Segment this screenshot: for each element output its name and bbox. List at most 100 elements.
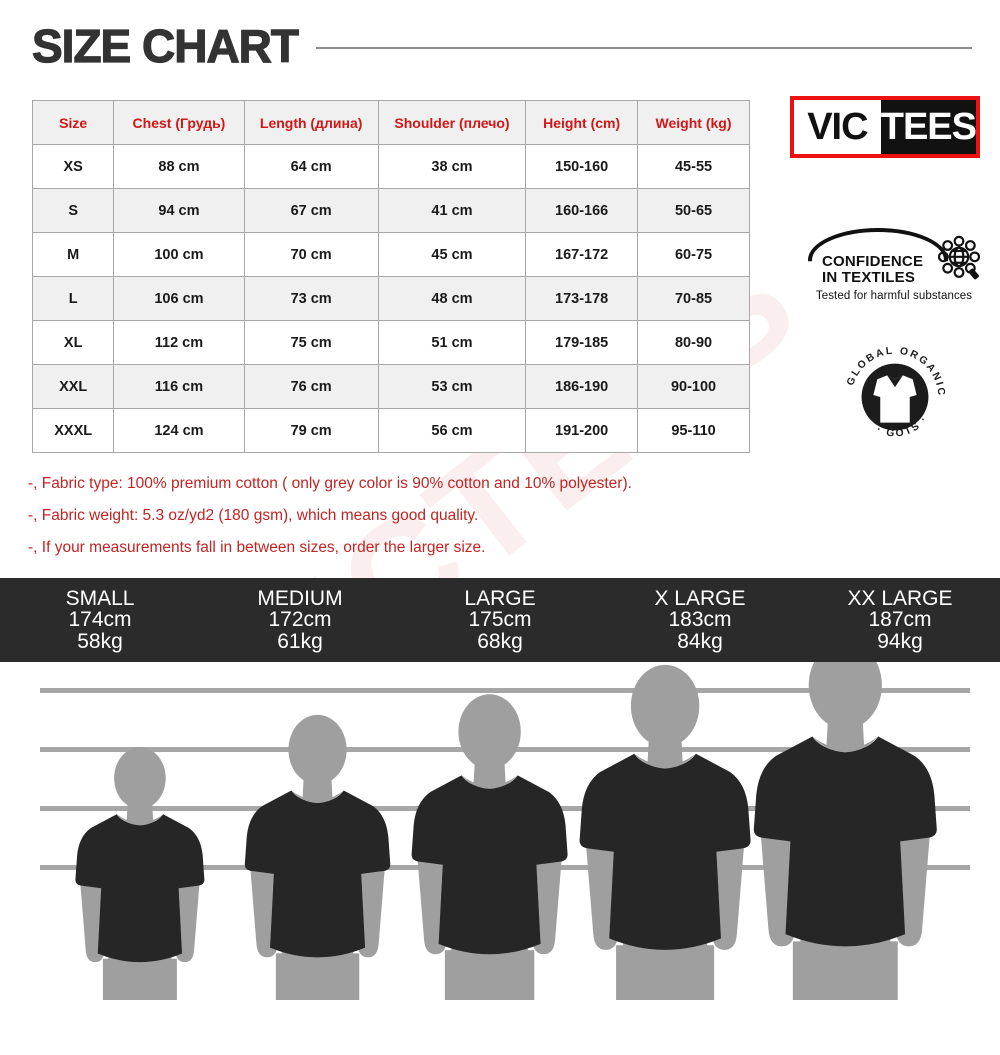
cell-weight: 80-90	[637, 320, 750, 365]
cell-chest: 106 cm	[113, 276, 245, 321]
model-silhouette-xx-large	[753, 662, 937, 1000]
model-silhouette-medium	[245, 714, 391, 1000]
model-size-band: SMALL 174cm 58kg MEDIUM 172cm 61kg LARGE 175cm 6…	[0, 578, 1000, 662]
cell-height: 167-172	[525, 232, 639, 277]
note-line-2: -, Fabric weight: 5.3 oz/yd2 (180 gsm), …	[28, 506, 479, 524]
cell-size: L	[31, 276, 115, 321]
gots-organic-badge: GLOBAL ORGANIC TEXTILE STANDARD · GOTS ·	[836, 338, 944, 440]
cell-shoulder: 48 cm	[377, 276, 527, 321]
brand-logo-tees: TEES	[880, 100, 977, 154]
fabric-notes: -, Fabric type: 100% premium cotton ( on…	[28, 468, 748, 563]
table-row: XXXL 124 cm 79 cm 56 cm 191-200 95-110	[31, 408, 750, 453]
cell-height: 179-185	[525, 320, 639, 365]
column-header-shoulder: Shoulder (плечо)	[377, 100, 527, 145]
note-line-1: -, Fabric type: 100% premium cotton ( on…	[28, 475, 632, 492]
size-chart-table: Size Chest (Грудь) Length (длина) Should…	[31, 100, 750, 453]
cell-size: XL	[31, 320, 115, 365]
band-model-height: 172cm	[268, 608, 332, 632]
band-model-height: 174cm	[68, 608, 132, 632]
cell-height: 186-190	[525, 364, 639, 409]
cell-height: 150-160	[525, 144, 639, 189]
band-model-weight: 84kg	[677, 629, 723, 653]
model-silhouette-small	[75, 747, 205, 1000]
height-reference-line-1	[40, 688, 970, 693]
cell-height: 173-178	[525, 276, 639, 321]
cell-chest: 88 cm	[113, 144, 245, 189]
cell-shoulder: 45 cm	[377, 232, 527, 277]
band-model-weight: 94kg	[877, 629, 923, 653]
table-row: S 94 cm 67 cm 41 cm 160-166 50-65	[31, 188, 750, 233]
cell-chest: 116 cm	[113, 364, 245, 409]
cell-length: 76 cm	[243, 364, 379, 409]
cell-chest: 100 cm	[113, 232, 245, 277]
oeko-tex-flower-icon	[937, 235, 981, 280]
oeko-tex-line3: Tested for harmful substances	[815, 290, 973, 302]
cell-size: XXL	[31, 364, 115, 409]
cell-weight: 95-110	[637, 408, 750, 453]
band-cell-xx-large: XX LARGE 187cm 94kg	[800, 578, 1000, 662]
table-row: L 106 cm 73 cm 48 cm 173-178 70-85	[31, 276, 750, 321]
column-header-size: Size	[31, 100, 115, 145]
cell-height: 160-166	[525, 188, 639, 233]
band-model-height: 175cm	[468, 608, 532, 632]
title-row: SIZE CHART	[31, 18, 972, 74]
model-silhouette-large	[411, 694, 568, 1000]
brand-logo: VIC TEES	[790, 96, 980, 158]
oeko-tex-line2: IN TEXTILES	[822, 269, 916, 286]
brand-logo-vic: VIC	[794, 100, 881, 154]
table-row: XXL 116 cm 76 cm 53 cm 186-190 90-100	[31, 364, 750, 409]
cell-shoulder: 41 cm	[377, 188, 527, 233]
cell-length: 70 cm	[243, 232, 379, 277]
band-cell-large: LARGE 175cm 68kg	[400, 578, 600, 662]
band-model-name: MEDIUM	[257, 586, 343, 610]
cell-weight: 45-55	[637, 144, 750, 189]
page-title: SIZE CHART	[31, 20, 299, 72]
oeko-tex-badge: CONFIDENCE IN TEXTILES Tested for harmfu…	[800, 228, 988, 310]
band-model-name: LARGE	[464, 586, 536, 610]
cell-shoulder: 53 cm	[377, 364, 527, 409]
table-row: XS 88 cm 64 cm 38 cm 150-160 45-55	[31, 144, 750, 189]
cell-size: XS	[31, 144, 115, 189]
size-chart-body: XS 88 cm 64 cm 38 cm 150-160 45-55 S 94 cm 67 cm…	[31, 144, 750, 453]
band-model-weight: 61kg	[277, 629, 323, 653]
model-illustration-area	[0, 662, 1000, 1000]
cell-weight: 90-100	[637, 364, 750, 409]
cell-shoulder: 38 cm	[377, 144, 527, 189]
cell-size: S	[31, 188, 115, 233]
band-model-weight: 68kg	[477, 629, 523, 653]
gots-shirt-icon	[873, 375, 917, 423]
oeko-tex-line1: CONFIDENCE	[822, 253, 924, 270]
column-header-height: Height (cm)	[525, 100, 639, 145]
column-header-chest: Chest (Грудь)	[113, 100, 245, 145]
column-header-weight: Weight (kg)	[637, 100, 750, 145]
cell-length: 75 cm	[243, 320, 379, 365]
cell-weight: 60-75	[637, 232, 750, 277]
title-divider	[316, 47, 972, 49]
band-model-height: 187cm	[868, 608, 932, 632]
cell-shoulder: 56 cm	[377, 408, 527, 453]
band-model-name: XX LARGE	[847, 586, 953, 610]
band-model-name: X LARGE	[654, 586, 746, 610]
cell-weight: 50-65	[637, 188, 750, 233]
cell-chest: 112 cm	[113, 320, 245, 365]
band-cell-medium: MEDIUM 172cm 61kg	[200, 578, 400, 662]
band-model-name: SMALL	[65, 586, 135, 610]
cell-length: 64 cm	[243, 144, 379, 189]
model-silhouette-x-large	[579, 664, 751, 1000]
cell-size: M	[31, 232, 115, 277]
note-line-3: -, If your measurements fall in between …	[28, 538, 486, 556]
cell-size: XXXL	[31, 408, 115, 453]
table-row: M 100 cm 70 cm 45 cm 167-172 60-75	[31, 232, 750, 277]
band-cell-small: SMALL 174cm 58kg	[0, 578, 200, 662]
cell-height: 191-200	[525, 408, 639, 453]
cell-weight: 70-85	[637, 276, 750, 321]
band-model-weight: 58kg	[77, 629, 123, 653]
cell-chest: 124 cm	[113, 408, 245, 453]
table-row: XL 112 cm 75 cm 51 cm 179-185 80-90	[31, 320, 750, 365]
cell-length: 67 cm	[243, 188, 379, 233]
cell-length: 79 cm	[243, 408, 379, 453]
column-header-length: Length (длина)	[243, 100, 379, 145]
band-cell-x-large: X LARGE 183cm 84kg	[600, 578, 800, 662]
table-header-row: Size Chest (Грудь) Length (длина) Should…	[31, 100, 750, 145]
cell-chest: 94 cm	[113, 188, 245, 233]
